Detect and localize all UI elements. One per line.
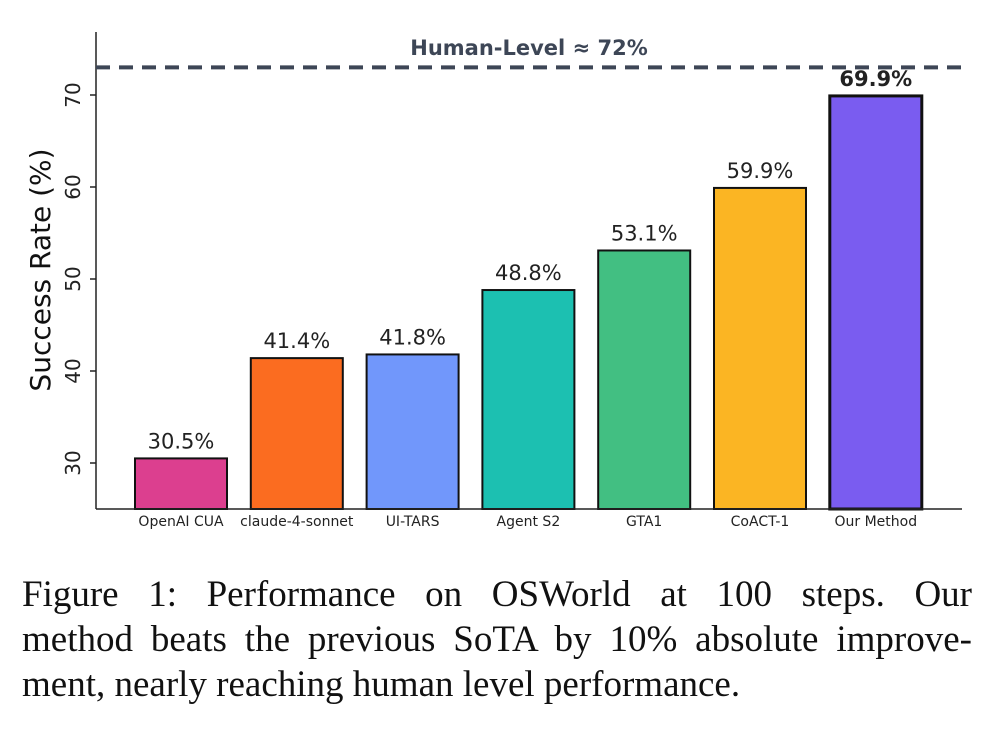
figure-caption: Figure 1: Performance on OSWorld at 100 … (22, 572, 972, 707)
bar-value-label-our-method: 69.9% (839, 67, 912, 91)
x-tick-label-agent-s2: Agent S2 (497, 514, 561, 530)
bar-ui-tars (365, 353, 460, 510)
bar-value-labels: 30.5% 41.4% 41.8% 48.8% 53.1% 59.9% 69.9% (148, 67, 913, 453)
bar-value-label-agent-s2: 48.8% (495, 261, 562, 285)
bars-group (134, 94, 924, 511)
x-tick-label-claude-4-sonnet: claude-4-sonnet (240, 514, 354, 530)
bar-agent-s2 (481, 289, 576, 511)
bar-value-label-claude-4-sonnet: 41.4% (263, 329, 330, 353)
x-tick-labels: OpenAI CUA claude-4-sonnet UI-TARS Agent S2… (138, 514, 917, 530)
bar-value-label-gta1: 53.1% (611, 221, 678, 245)
human-level-label: Human-Level ≈ 72% (410, 36, 647, 60)
bar-chart: 30.5% 41.4% 41.8% 48.8% 53.1% 59.9% 69.9% Open… (24, 32, 962, 530)
y-ticks: 30 40 50 60 70 (61, 82, 96, 476)
y-tick-label-40: 40 (61, 358, 85, 383)
bar-coact-1 (713, 186, 807, 510)
y-tick-label-50: 50 (61, 266, 85, 291)
bar-value-label-ui-tars: 41.8% (379, 325, 446, 349)
bar-claude-4-sonnet (249, 357, 344, 510)
y-tick-label-70: 70 (61, 82, 85, 107)
x-tick-label-ui-tars: UI-TARS (386, 514, 440, 530)
caption-line-2: method beats the previous SoTA by 10% ab… (22, 619, 972, 660)
x-tick-label-coact-1: CoACT-1 (731, 514, 790, 530)
bar-gta1 (597, 249, 692, 510)
caption-line-1: Figure 1: Performance on OSWorld at 100 … (22, 574, 972, 615)
bar-value-label-openai-cua: 30.5% (148, 429, 215, 453)
bar-openai-cua (134, 457, 228, 510)
x-tick-label-our-method: Our Method (834, 514, 917, 530)
y-tick-label-30: 30 (61, 450, 85, 475)
bar-our-method (828, 94, 924, 511)
x-tick-label-openai-cua: OpenAI CUA (138, 514, 224, 530)
y-axis-label: Success Rate (%) (24, 148, 57, 391)
caption-line-3: ment, nearly reaching human level perfor… (22, 664, 741, 705)
y-tick-label-60: 60 (61, 174, 85, 199)
bar-value-label-coact-1: 59.9% (727, 159, 794, 183)
x-tick-label-gta1: GTA1 (626, 514, 662, 530)
